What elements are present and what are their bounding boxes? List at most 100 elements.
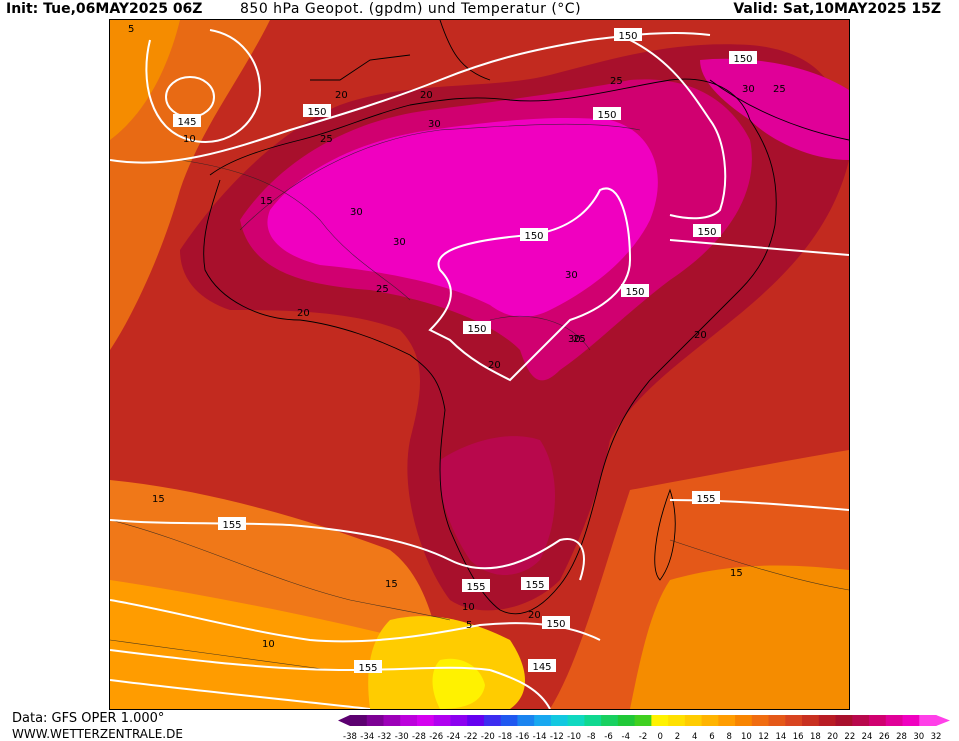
colorbar-tick-label: -30 xyxy=(395,732,409,741)
geopot-lower-south xyxy=(110,679,371,709)
temp-label: 15 xyxy=(385,579,398,590)
colorbar-swatch xyxy=(668,715,686,726)
coastline-italy xyxy=(439,20,491,81)
temp-label: 15 xyxy=(152,494,165,505)
colorbar-tick-label: -28 xyxy=(412,732,426,741)
colorbar-swatch xyxy=(400,715,418,726)
field-southern-africa-hot xyxy=(439,436,555,575)
colorbar-tick-label: 8 xyxy=(726,732,731,741)
geopot-label: 150 xyxy=(597,110,616,121)
temp-contour-30-north xyxy=(239,123,641,231)
temp-label: 25 xyxy=(610,76,623,87)
colorbar-tick-label: -6 xyxy=(604,732,612,741)
temp-label: 20 xyxy=(694,330,707,341)
colorbar-swatch xyxy=(818,715,837,726)
temp-contour-10-south xyxy=(110,639,331,671)
coastlines xyxy=(203,20,849,615)
colorbar-tick-label: -4 xyxy=(622,732,630,741)
colorbar-swatch xyxy=(852,715,870,726)
geopot-150-north xyxy=(110,31,711,164)
field-cape-coldest xyxy=(432,658,485,709)
temp-label: 20 xyxy=(488,360,501,371)
coastline-madagascar xyxy=(654,488,676,581)
colorbar-tick-label: -26 xyxy=(429,732,443,741)
colorbar-tick-label: 20 xyxy=(827,732,838,741)
temp-label: 25 xyxy=(573,334,586,345)
weather-map: 150 150 150 150 150 150 150 150 145 145 … xyxy=(109,19,850,710)
colorbar-tick-label: 26 xyxy=(879,732,890,741)
colorbar-swatch xyxy=(751,715,770,726)
colorbar-tick-label: -34 xyxy=(360,732,374,741)
colorbar-swatch xyxy=(768,715,786,726)
geopot-label: 145 xyxy=(532,662,551,673)
geopot-label: 150 xyxy=(524,231,543,242)
colorbar-swatch xyxy=(919,715,937,726)
colorbar-tick-label: -38 xyxy=(343,732,357,741)
field-arabia-hot xyxy=(700,58,849,160)
geopot-150-south xyxy=(110,599,601,643)
colorbar-tick-label: 28 xyxy=(896,732,907,741)
geopot-145-south xyxy=(489,669,551,709)
colorbar-swatch xyxy=(651,715,669,726)
temp-label: 30 xyxy=(393,237,406,248)
colorbar-swatch xyxy=(601,715,619,726)
temp-label: 30 xyxy=(428,119,441,130)
colorbar-swatch xyxy=(467,715,485,726)
geopot-label: 150 xyxy=(618,31,637,42)
colorbar-swatch xyxy=(902,715,920,726)
colorbar-swatch xyxy=(785,715,803,726)
colorbar-tick-label: 30 xyxy=(913,732,924,741)
temperature-contours xyxy=(110,123,849,671)
colorbar-tick-label: 16 xyxy=(793,732,804,741)
chart-title: 850 hPa Geopot. (gpdm) und Temperatur (°… xyxy=(240,1,582,17)
temp-label: 10 xyxy=(462,602,475,613)
coastline-red-sea xyxy=(749,119,777,226)
temp-label: 30 xyxy=(350,207,363,218)
geopot-label: 150 xyxy=(697,227,716,238)
geopot-155-east xyxy=(669,499,849,511)
temp-label: 10 xyxy=(262,639,275,650)
geopot-label: 150 xyxy=(546,619,565,630)
colorbar-swatches xyxy=(338,715,950,726)
temp-label: 20 xyxy=(335,90,348,101)
colorbar-swatch xyxy=(366,715,384,726)
colorbar-tick-label: 14 xyxy=(775,732,786,741)
colorbar-swatch xyxy=(617,715,636,726)
temperature-label-group: 5 10 15 20 20 25 25 30 30 30 30 25 20 20… xyxy=(128,24,786,650)
field-sahara-hottest xyxy=(267,118,658,317)
temp-contour-30-center xyxy=(489,315,591,351)
coastline-east-africa xyxy=(439,224,776,615)
colorbar-tick-label: 24 xyxy=(862,732,873,741)
colorbar-tick-label: 12 xyxy=(758,732,769,741)
colorbar-tick-label: -20 xyxy=(481,732,495,741)
map-canvas: 150 150 150 150 150 150 150 150 145 145 … xyxy=(110,20,849,709)
colorbar-tick-label: 22 xyxy=(844,732,855,741)
init-time: Init: Tue,06MAY2025 06Z xyxy=(6,1,203,17)
colorbar-swatch xyxy=(584,715,602,726)
geopot-150-arabia xyxy=(629,39,727,220)
colorbar-swatch xyxy=(684,715,703,726)
colorbar-swatch xyxy=(517,715,535,726)
colorbar-swatch xyxy=(416,715,435,726)
colorbar-swatch xyxy=(835,715,853,726)
colorbar-tick-label: -8 xyxy=(587,732,595,741)
colorbar-swatch xyxy=(550,715,569,726)
coastline-arabia xyxy=(709,79,849,141)
coastline-iberia xyxy=(310,54,411,81)
colorbar-swatch xyxy=(735,715,753,726)
colorbar-swatch xyxy=(869,715,887,726)
field-atlantic-north xyxy=(110,20,270,350)
temp-label: 20 xyxy=(420,90,433,101)
colorbar-swatch xyxy=(483,715,502,726)
temp-label: 30 xyxy=(565,270,578,281)
colorbar-swatch xyxy=(433,715,451,726)
colorbar-tick-label: 4 xyxy=(692,732,697,741)
colorbar-arrow-low xyxy=(338,715,350,726)
temp-contour-20-west xyxy=(179,159,411,301)
colorbar-tick-label: -18 xyxy=(498,732,512,741)
geopot-label: 155 xyxy=(696,494,715,505)
temp-label: 20 xyxy=(528,610,541,621)
colorbar-tick-label: 10 xyxy=(741,732,752,741)
colorbar-tick-label: -14 xyxy=(533,732,547,741)
temp-label: 25 xyxy=(376,284,389,295)
